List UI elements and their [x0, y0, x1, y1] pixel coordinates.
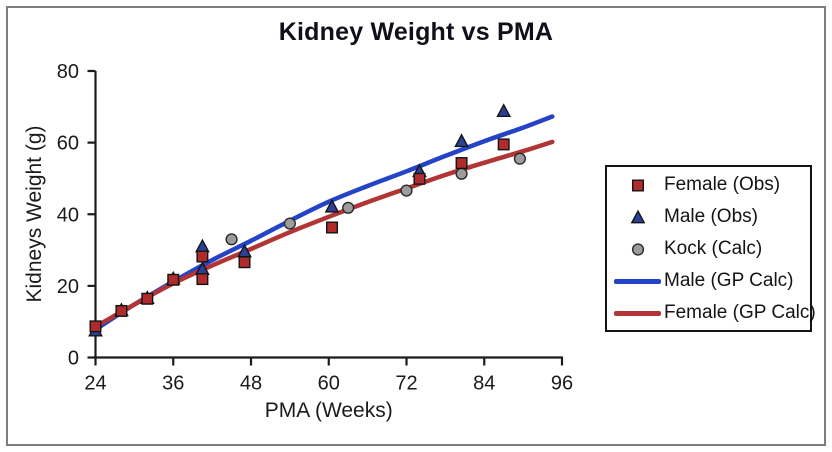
marker-female-obs [196, 273, 209, 286]
marker-female-obs [413, 172, 426, 185]
figure-border [6, 6, 826, 446]
legend: Female (Obs) Male (Obs) Kock (Calc) Male (G… [605, 165, 816, 332]
legend-label: Male (Obs) [664, 206, 758, 227]
curve-male-gp-calc [93, 114, 555, 332]
triangle-glyph [630, 209, 645, 224]
circle-glyph [631, 243, 644, 256]
x-tick-label: 60 [318, 373, 340, 395]
triangle-marker-icon [630, 209, 645, 224]
marker-female-obs [115, 304, 128, 317]
marker-male-obs [496, 103, 512, 118]
marker-female-obs [167, 273, 180, 286]
y-tick-label: 40 [57, 204, 79, 226]
chart-title: Kidney Weight vs PMA [278, 18, 554, 46]
curve-female-gp-calc [93, 139, 555, 329]
marker-kock-calc [283, 217, 296, 230]
legend-item-female-gp-calc: Female (GP Calc) [607, 297, 816, 329]
y-tick-label: 60 [57, 133, 79, 155]
legend-item-male-obs: Male (Obs) [607, 201, 810, 233]
legend-item-kock-calc: Kock (Calc) [607, 233, 810, 265]
marker-female-obs [238, 256, 251, 269]
legend-marker-cell [614, 177, 661, 193]
legend-label: Female (GP Calc) [664, 302, 816, 323]
x-axis-title: PMA (Weeks) [265, 399, 393, 422]
marker-female-obs [196, 250, 209, 263]
series-female-obs [89, 138, 510, 333]
y-axis-title: Kidneys Weight (g) [23, 125, 46, 302]
y-tick-label: 20 [57, 276, 79, 298]
series-kock-calc [225, 152, 526, 246]
x-tick-label: 96 [551, 373, 573, 395]
square-glyph [631, 179, 644, 192]
legend-label: Male (GP Calc) [664, 270, 794, 291]
x-tick-label: 36 [162, 373, 184, 395]
legend-line-swatch [614, 278, 661, 284]
circle-marker-icon [631, 243, 644, 256]
y-tick-label: 0 [68, 348, 79, 370]
square-marker-icon [631, 179, 644, 192]
marker-female-obs [455, 157, 468, 170]
x-tick-label: 48 [240, 373, 262, 395]
legend-label: Female (Obs) [664, 174, 781, 195]
legend-label: Kock (Calc) [664, 238, 763, 259]
marker-female-obs [89, 320, 102, 333]
marker-kock-calc [342, 201, 355, 214]
marker-male-obs [454, 133, 469, 148]
marker-male-obs [195, 238, 210, 253]
legend-line-swatch [614, 310, 661, 316]
marker-kock-calc [400, 184, 413, 197]
female-gp-calc-line-icon [614, 310, 661, 316]
marker-kock-calc [225, 233, 238, 246]
x-tick-label: 72 [395, 373, 417, 395]
marker-male-obs [324, 198, 340, 213]
x-tick-label: 84 [473, 373, 495, 395]
marker-kock-calc [513, 152, 526, 165]
y-tick-label: 80 [57, 61, 79, 83]
marker-kock-calc [455, 167, 468, 180]
marker-female-obs [141, 292, 154, 305]
legend-item-female-obs: Female (Obs) [607, 169, 810, 201]
marker-female-obs [325, 221, 338, 234]
male-gp-calc-line-icon [614, 278, 661, 284]
x-tick-label: 24 [84, 373, 106, 395]
legend-marker-cell [614, 209, 661, 225]
legend-item-male-gp-calc: Male (GP Calc) [607, 265, 810, 297]
marker-female-obs [497, 138, 510, 151]
legend-marker-cell [614, 241, 661, 257]
